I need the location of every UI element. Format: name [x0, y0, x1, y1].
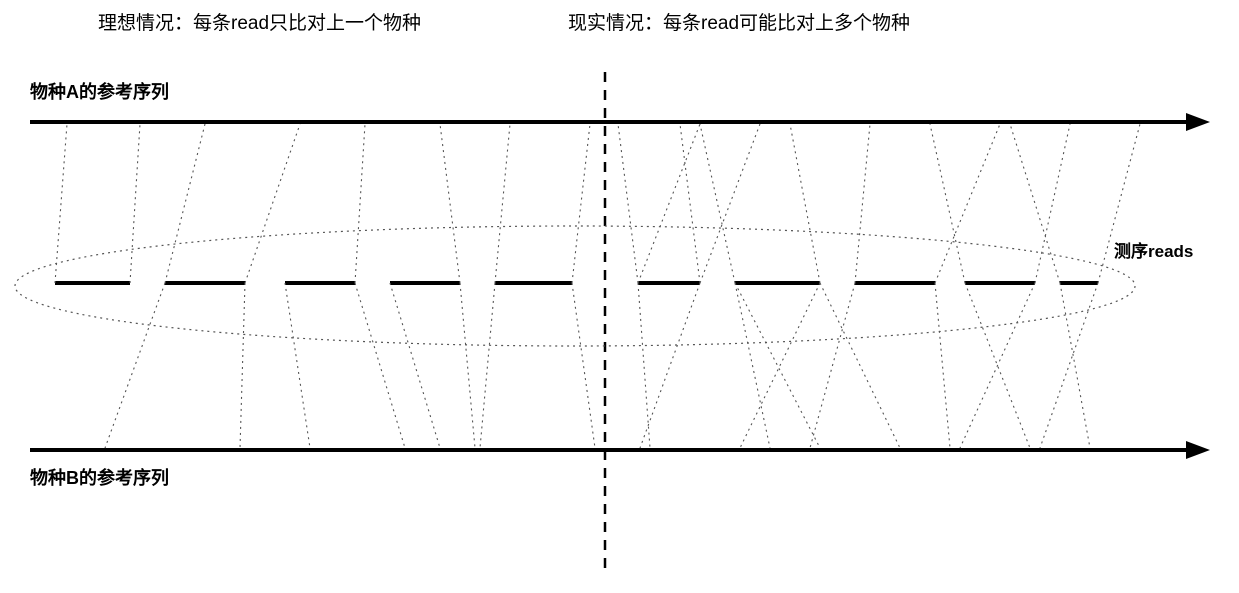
mapping-line: [480, 283, 495, 448]
mapping-line: [130, 124, 140, 283]
mapping-line: [680, 124, 700, 283]
mapping-line: [55, 124, 67, 283]
mapping-line: [240, 283, 245, 448]
arrowhead-icon: [1186, 113, 1210, 131]
mapping-line: [638, 124, 700, 283]
mapping-line: [640, 283, 700, 448]
mapping-line: [935, 283, 950, 448]
mapping-line: [1060, 283, 1090, 448]
mapping-line: [930, 124, 965, 283]
mapping-line: [1098, 124, 1140, 283]
mapping-line: [165, 124, 205, 283]
mapping-line: [572, 283, 595, 448]
mapping-line: [735, 283, 820, 448]
mapping-line: [935, 124, 1000, 283]
diagram-canvas: [0, 0, 1239, 593]
mapping-line: [855, 124, 870, 283]
arrowhead-icon: [1186, 441, 1210, 459]
mapping-line: [810, 283, 855, 448]
mapping-line: [440, 124, 460, 283]
mapping-line: [572, 124, 590, 283]
reads-ellipse: [15, 226, 1135, 346]
mapping-line: [285, 283, 310, 448]
mapping-line: [790, 124, 820, 283]
mapping-line: [960, 283, 1035, 448]
mapping-line: [460, 283, 475, 448]
mapping-line: [245, 124, 300, 283]
mapping-line: [1040, 283, 1098, 448]
mapping-line: [1010, 124, 1060, 283]
mapping-line: [638, 283, 650, 448]
mapping-line: [495, 124, 510, 283]
mapping-line: [390, 283, 440, 448]
mapping-line: [355, 124, 365, 283]
mapping-line: [105, 283, 165, 448]
mapping-line: [735, 283, 770, 448]
mapping-line: [618, 124, 638, 283]
